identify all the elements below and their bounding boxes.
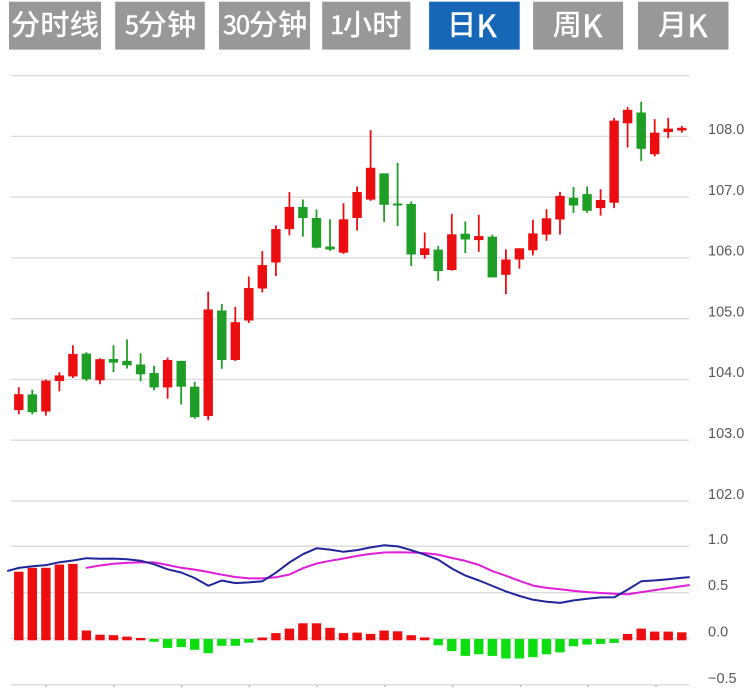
svg-text:105.0: 105.0	[708, 304, 744, 320]
svg-text:102.0: 102.0	[708, 487, 744, 503]
svg-text:0.5: 0.5	[708, 578, 728, 594]
svg-text:0.0: 0.0	[708, 625, 728, 641]
svg-text:−0.5: −0.5	[708, 671, 737, 687]
svg-text:108.0: 108.0	[708, 122, 744, 138]
svg-text:103.0: 103.0	[708, 426, 744, 442]
svg-text:107.0: 107.0	[708, 183, 744, 199]
svg-text:104.0: 104.0	[708, 365, 744, 381]
svg-text:106.0: 106.0	[708, 244, 744, 260]
svg-text:1.0: 1.0	[708, 532, 728, 548]
